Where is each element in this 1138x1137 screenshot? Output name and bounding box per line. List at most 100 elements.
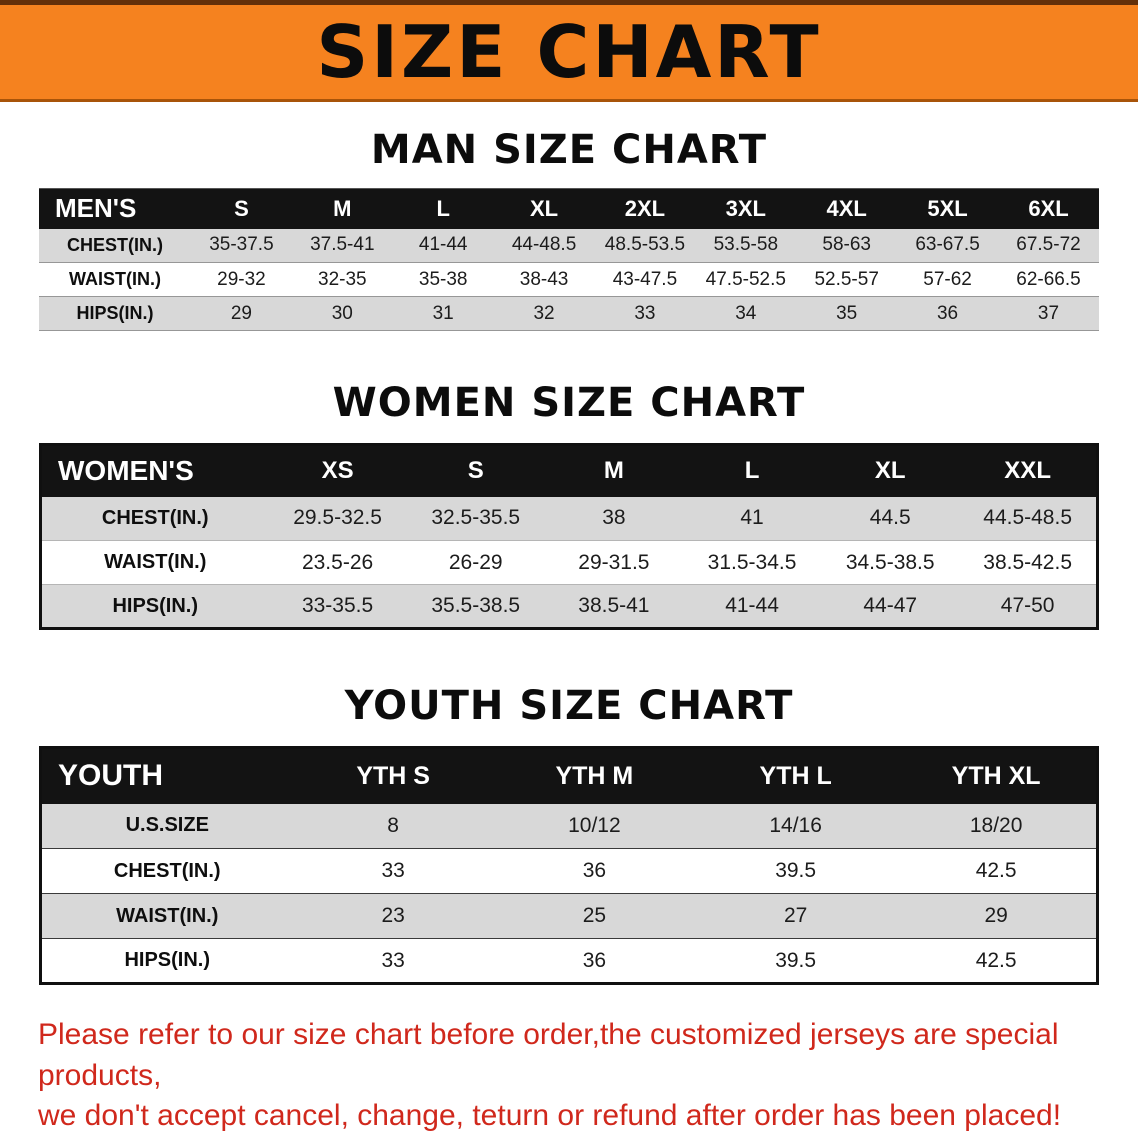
size-value-cell: 35-37.5 bbox=[191, 228, 292, 263]
size-value-cell: 47-50 bbox=[959, 584, 1098, 629]
size-value-cell: 47.5-52.5 bbox=[695, 262, 797, 297]
size-column-header: XS bbox=[268, 444, 407, 497]
size-value-cell: 29.5-32.5 bbox=[268, 496, 407, 541]
size-value-cell: 41-44 bbox=[682, 584, 822, 629]
size-value-cell: 29 bbox=[896, 893, 1098, 939]
size-column-header: S bbox=[406, 444, 545, 497]
disclaimer-line-1: Please refer to our size chart before or… bbox=[38, 1018, 1059, 1092]
row-label-cell: WAIST(IN.) bbox=[40, 893, 293, 939]
size-value-cell: 31.5-34.5 bbox=[682, 540, 822, 585]
size-value-cell: 43-47.5 bbox=[594, 262, 696, 297]
size-value-cell: 35-38 bbox=[392, 262, 494, 297]
size-value-cell: 34 bbox=[695, 296, 797, 331]
size-value-cell: 25 bbox=[493, 893, 695, 939]
table-row: HIPS(IN.) 33-35.5 35.5-38.5 38.5-41 41-44 44-… bbox=[40, 584, 1098, 629]
size-value-cell: 32 bbox=[493, 296, 595, 331]
size-value-cell: 33-35.5 bbox=[268, 584, 407, 629]
size-value-cell: 44.5-48.5 bbox=[959, 496, 1098, 541]
size-value-cell: 44.5 bbox=[821, 496, 960, 541]
size-value-cell: 23.5-26 bbox=[268, 540, 407, 585]
size-value-cell: 41 bbox=[682, 496, 822, 541]
size-value-cell: 31 bbox=[392, 296, 494, 331]
size-chart-content: MAN SIZE CHART MEN'S S M L XL 2XL 3XL 4XL 5XL 6XL… bbox=[0, 130, 1138, 985]
youth-size-table: YOUTH YTH S YTH M YTH L YTH XL U.S.SIZE 8 10/12… bbox=[39, 746, 1099, 985]
size-value-cell: 63-67.5 bbox=[897, 228, 998, 263]
women-size-table: WOMEN'S XS S M L XL XXL CHEST(IN.) 29.5-32.5 32.5… bbox=[39, 443, 1099, 630]
disclaimer-line-2: we don't accept cancel, change, teturn o… bbox=[38, 1099, 1062, 1132]
table-row: HIPS(IN.) 29 30 31 32 33 34 35 36 37 bbox=[39, 296, 1099, 331]
size-column-header: 3XL bbox=[695, 188, 797, 229]
size-value-cell: 37.5-41 bbox=[291, 228, 393, 263]
size-value-cell: 62-66.5 bbox=[998, 262, 1099, 297]
women-section-heading: WOMEN SIZE CHART bbox=[332, 380, 806, 426]
size-value-cell: 67.5-72 bbox=[998, 228, 1099, 263]
size-column-header: L bbox=[392, 188, 494, 229]
table-row: WAIST(IN.) 23.5-26 26-29 29-31.5 31.5-34.5 34… bbox=[40, 540, 1098, 585]
youth-section-heading: YOUTH SIZE CHART bbox=[344, 683, 794, 729]
size-value-cell: 41-44 bbox=[392, 228, 494, 263]
size-column-header: YTH XL bbox=[896, 747, 1098, 804]
size-chart-banner: SIZE CHART bbox=[0, 0, 1138, 102]
table-row: HIPS(IN.) 33 36 39.5 42.5 bbox=[40, 938, 1098, 984]
table-row: WAIST(IN.) 29-32 32-35 35-38 38-43 43-47.5 47.… bbox=[39, 262, 1099, 297]
size-column-header: M bbox=[291, 188, 393, 229]
size-value-cell: 29 bbox=[191, 296, 292, 331]
size-value-cell: 38 bbox=[544, 496, 683, 541]
size-value-cell: 38.5-42.5 bbox=[959, 540, 1098, 585]
size-column-header: XXL bbox=[959, 444, 1098, 497]
size-column-header: YTH S bbox=[292, 747, 494, 804]
size-value-cell: 44-47 bbox=[821, 584, 960, 629]
row-label-cell: U.S.SIZE bbox=[40, 803, 293, 849]
size-column-header: YTH M bbox=[493, 747, 695, 804]
row-label-cell: WAIST(IN.) bbox=[40, 540, 269, 585]
table-row: CHEST(IN.) 35-37.5 37.5-41 41-44 44-48.5 48.5… bbox=[39, 228, 1099, 263]
size-column-header: XL bbox=[821, 444, 960, 497]
table-row: WAIST(IN.) 23 25 27 29 bbox=[40, 893, 1098, 939]
size-value-cell: 10/12 bbox=[493, 803, 695, 849]
size-value-cell: 38.5-41 bbox=[544, 584, 683, 629]
size-value-cell: 57-62 bbox=[897, 262, 998, 297]
row-label-cell: WAIST(IN.) bbox=[39, 262, 191, 297]
section-youth: YOUTH SIZE CHART YOUTH YTH S YTH M YTH L YTH… bbox=[0, 686, 1138, 985]
size-value-cell: 32-35 bbox=[291, 262, 393, 297]
size-value-cell: 33 bbox=[292, 938, 494, 984]
table-title-cell: WOMEN'S bbox=[40, 444, 269, 497]
banner-title: SIZE CHART bbox=[316, 10, 822, 94]
table-row: CHEST(IN.) 33 36 39.5 42.5 bbox=[40, 848, 1098, 894]
size-value-cell: 35.5-38.5 bbox=[406, 584, 545, 629]
size-value-cell: 58-63 bbox=[796, 228, 898, 263]
size-value-cell: 29-32 bbox=[191, 262, 292, 297]
size-value-cell: 30 bbox=[291, 296, 393, 331]
size-value-cell: 36 bbox=[897, 296, 998, 331]
size-value-cell: 36 bbox=[493, 848, 695, 894]
size-column-header: YTH L bbox=[695, 747, 897, 804]
row-label-cell: HIPS(IN.) bbox=[40, 938, 293, 984]
section-women: WOMEN SIZE CHART WOMEN'S XS S M L XL XXL CHEST(… bbox=[0, 383, 1138, 630]
size-column-header: L bbox=[682, 444, 822, 497]
size-value-cell: 48.5-53.5 bbox=[594, 228, 696, 263]
men-section-heading: MAN SIZE CHART bbox=[370, 127, 768, 173]
size-value-cell: 39.5 bbox=[695, 938, 897, 984]
row-label-cell: CHEST(IN.) bbox=[40, 496, 269, 541]
size-value-cell: 35 bbox=[796, 296, 898, 331]
row-label-cell: HIPS(IN.) bbox=[39, 296, 191, 331]
size-value-cell: 8 bbox=[292, 803, 494, 849]
size-value-cell: 44-48.5 bbox=[493, 228, 595, 263]
size-value-cell: 29-31.5 bbox=[544, 540, 683, 585]
size-value-cell: 33 bbox=[594, 296, 696, 331]
size-column-header: 2XL bbox=[594, 188, 696, 229]
size-column-header: S bbox=[191, 188, 292, 229]
table-header-row: WOMEN'S XS S M L XL XXL bbox=[40, 444, 1098, 497]
size-value-cell: 26-29 bbox=[406, 540, 545, 585]
size-value-cell: 42.5 bbox=[896, 848, 1098, 894]
size-value-cell: 18/20 bbox=[896, 803, 1098, 849]
size-value-cell: 27 bbox=[695, 893, 897, 939]
size-column-header: 5XL bbox=[897, 188, 998, 229]
size-value-cell: 34.5-38.5 bbox=[821, 540, 960, 585]
size-value-cell: 14/16 bbox=[695, 803, 897, 849]
size-value-cell: 39.5 bbox=[695, 848, 897, 894]
size-value-cell: 52.5-57 bbox=[796, 262, 898, 297]
size-value-cell: 23 bbox=[292, 893, 494, 939]
row-label-cell: CHEST(IN.) bbox=[39, 228, 191, 263]
table-title-cell: MEN'S bbox=[39, 188, 191, 229]
